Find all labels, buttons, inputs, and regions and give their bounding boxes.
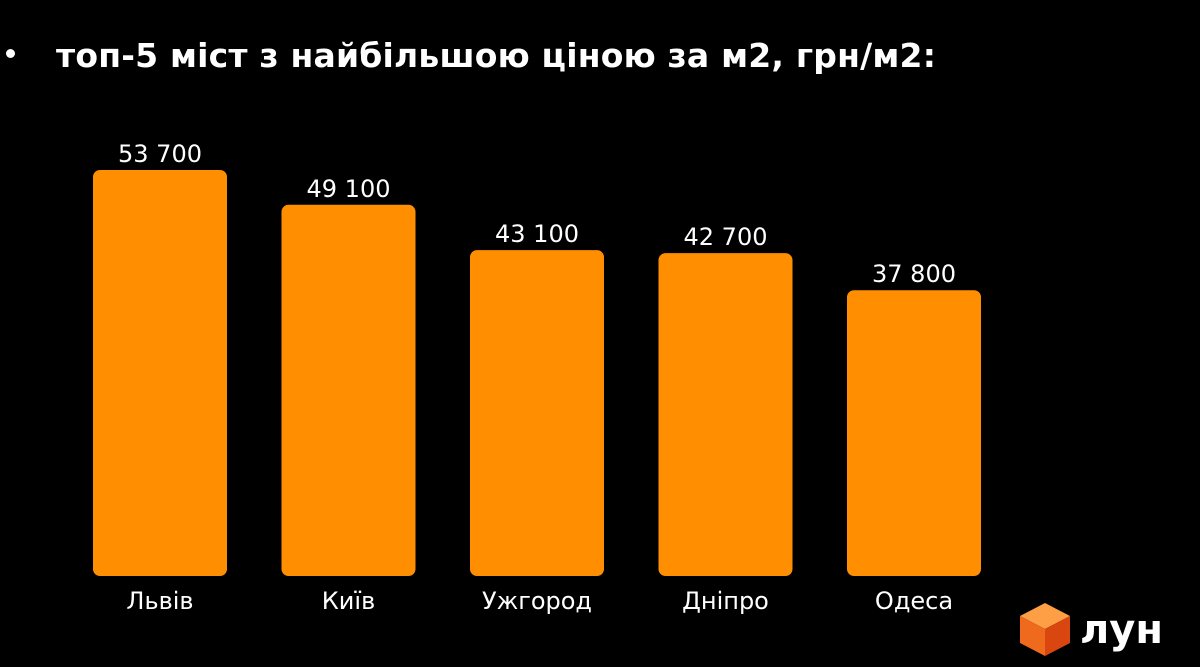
value-label-2: 43 100 (495, 220, 579, 248)
slide-title: топ-5 міст з найбільшою ціною за м2, грн… (56, 36, 937, 75)
category-label-0: Львів (126, 587, 193, 615)
value-label-1: 49 100 (307, 175, 391, 203)
bar-4 (847, 290, 981, 576)
value-label-4: 37 800 (872, 260, 956, 288)
bar-3 (658, 253, 793, 576)
value-label-0: 53 700 (118, 140, 202, 168)
bar-1 (281, 204, 416, 577)
bar-2 (470, 250, 604, 576)
orange-cube-icon (1020, 603, 1070, 656)
value-labels-group: 53 700 49 100 43 100 42 700 37 800 (118, 140, 956, 288)
category-labels-group: Львів Київ Ужгород Дніпро Одеса (126, 587, 953, 615)
logo-text: лун (1080, 607, 1164, 653)
value-label-3: 42 700 (684, 223, 768, 251)
category-label-4: Одеса (875, 587, 953, 615)
category-label-3: Дніпро (682, 587, 769, 615)
lun-logo: лун (1018, 601, 1168, 661)
bullet-icon (6, 49, 15, 58)
category-label-2: Ужгород (482, 587, 592, 615)
bars-group (93, 170, 981, 577)
category-label-1: Київ (322, 587, 375, 615)
bar-0 (93, 170, 227, 576)
